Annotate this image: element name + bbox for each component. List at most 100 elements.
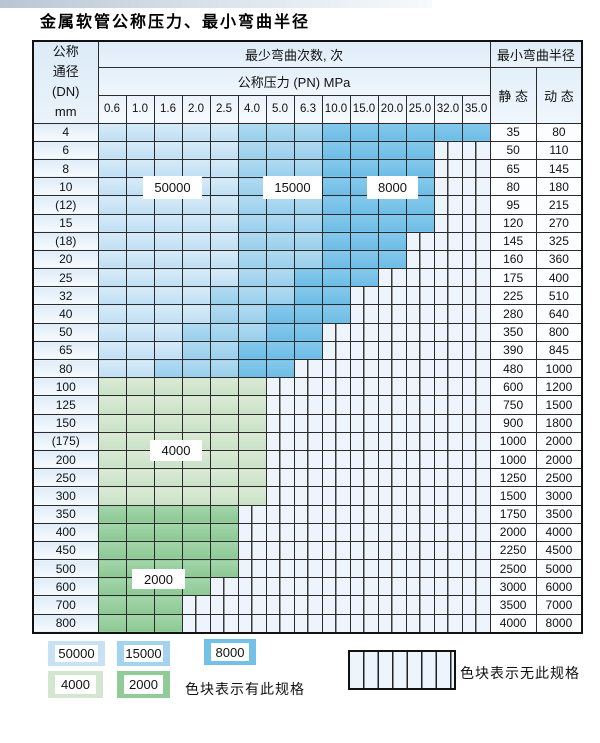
legend-swatch-label: 2000	[124, 675, 163, 694]
spec-cell	[181, 577, 211, 597]
header-row-1: 公称 通径 (DN) mm 最少弯曲次数, 次 最小弯曲半径	[32, 40, 583, 124]
no-spec-cell	[293, 395, 323, 415]
spec-cell	[181, 122, 211, 142]
pressure-value-header: 0.6	[97, 94, 127, 124]
spec-cell	[125, 468, 155, 488]
no-spec-cell	[349, 413, 379, 433]
spec-cell	[209, 340, 239, 361]
no-spec-cell	[377, 486, 407, 506]
no-spec-cell	[321, 377, 351, 397]
no-spec-cell	[349, 468, 379, 488]
static-radius-value: 1500	[489, 486, 537, 506]
spec-cell	[349, 268, 379, 288]
no-spec-cell	[377, 286, 407, 306]
spec-cell	[97, 195, 127, 215]
no-spec-cell	[265, 595, 295, 615]
no-spec-cell	[461, 286, 491, 306]
table-row: 20 160 360	[32, 249, 583, 270]
spec-cell	[97, 395, 127, 415]
spec-cell	[181, 559, 211, 579]
static-radius-value: 160	[489, 249, 537, 270]
dynamic-radius-value: 8000	[535, 613, 583, 634]
spec-cell	[209, 122, 239, 142]
table-row: 350 1750 3500	[32, 504, 583, 524]
spec-cell	[293, 213, 323, 233]
spec-cell	[321, 249, 351, 270]
no-spec-cell	[405, 468, 435, 488]
static-radius-value: 900	[489, 413, 537, 433]
spec-cell	[181, 286, 211, 306]
no-spec-cell	[377, 340, 407, 361]
static-radius-value: 350	[489, 322, 537, 342]
dynamic-radius-value: 1500	[535, 395, 583, 415]
no-spec-cell	[181, 595, 211, 615]
no-spec-cell	[461, 158, 491, 179]
spec-cell	[265, 268, 295, 288]
spec-cell	[181, 140, 211, 160]
no-spec-cell	[461, 395, 491, 415]
no-spec-cell	[265, 449, 295, 470]
spec-cell	[237, 449, 267, 470]
no-spec-cell	[349, 577, 379, 597]
no-spec-cell	[461, 431, 491, 451]
spec-cell	[181, 522, 211, 542]
spec-cell	[97, 595, 127, 615]
spec-cell	[181, 340, 211, 361]
spec-cell	[125, 395, 155, 415]
no-spec-cell	[433, 231, 463, 251]
spec-cell	[237, 358, 267, 379]
no-spec-cell	[377, 468, 407, 488]
no-spec-cell	[349, 322, 379, 342]
pressure-value-header: 2.0	[181, 94, 211, 124]
spec-cell	[181, 395, 211, 415]
no-spec-cell	[433, 595, 463, 615]
legend-no-spec-swatch	[348, 650, 456, 690]
pressure-value-header: 5.0	[265, 94, 295, 124]
no-spec-cell	[405, 595, 435, 615]
spec-cell	[349, 231, 379, 251]
table-row: 40 280 640	[32, 304, 583, 324]
spec-cell	[377, 231, 407, 251]
spec-cell	[125, 377, 155, 397]
no-spec-cell	[461, 140, 491, 160]
no-spec-cell	[461, 449, 491, 470]
table-row: 8 65 145	[32, 158, 583, 179]
spec-cell	[181, 468, 211, 488]
dn-value-cell: 800	[32, 613, 99, 634]
no-spec-cell	[461, 468, 491, 488]
dn-value-cell: 100	[32, 377, 99, 397]
no-spec-cell	[433, 195, 463, 215]
dynamic-radius-value: 400	[535, 268, 583, 288]
spec-cell	[97, 449, 127, 470]
spec-cell	[265, 286, 295, 306]
spec-cell	[153, 358, 183, 379]
static-radius-value: 2500	[489, 559, 537, 579]
spec-cell	[209, 322, 239, 342]
dynamic-radius-value: 1200	[535, 377, 583, 397]
spec-cell	[321, 286, 351, 306]
spec-cell	[125, 122, 155, 142]
dn-value-cell: 6	[32, 140, 99, 160]
static-radius-value: 50	[489, 140, 537, 160]
no-spec-cell	[265, 613, 295, 634]
spec-cell	[209, 268, 239, 288]
spec-cell	[209, 504, 239, 524]
no-spec-cell	[405, 431, 435, 451]
spec-cell	[153, 213, 183, 233]
static-radius-value: 80	[489, 177, 537, 197]
no-spec-cell	[461, 177, 491, 197]
dn-value-cell: 350	[32, 504, 99, 524]
bend-count-label: 2000	[132, 569, 185, 589]
dynamic-radius-value: 325	[535, 231, 583, 251]
spec-cell	[97, 286, 127, 306]
spec-cell	[125, 322, 155, 342]
spec-cell	[321, 140, 351, 160]
table-row: 125 750 1500	[32, 395, 583, 415]
no-spec-cell	[405, 322, 435, 342]
no-spec-cell	[377, 413, 407, 433]
spec-cell	[125, 249, 155, 270]
dynamic-radius-value: 80	[535, 122, 583, 142]
no-spec-cell	[433, 249, 463, 270]
dynamic-radius-value: 3000	[535, 486, 583, 506]
spec-cell	[97, 504, 127, 524]
